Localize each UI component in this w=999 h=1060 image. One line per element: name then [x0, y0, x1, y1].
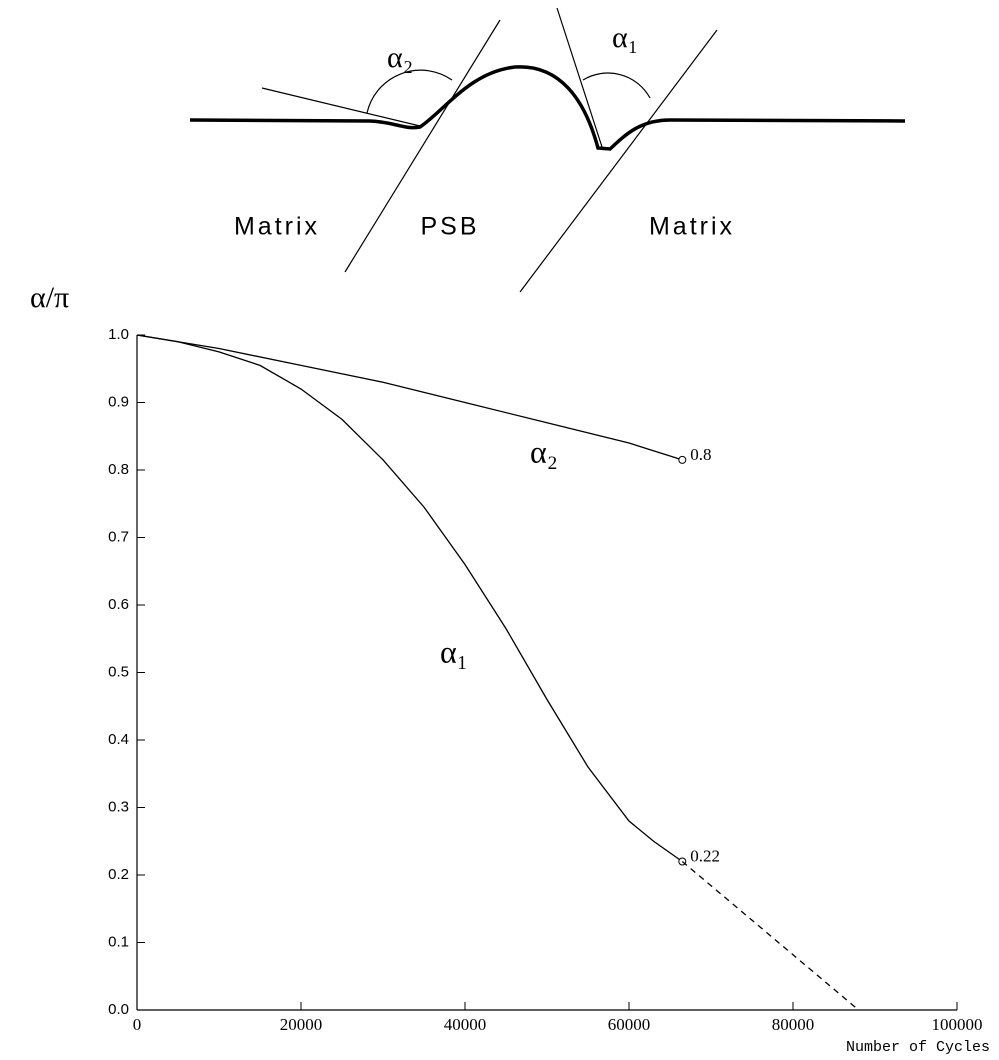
- tangent-line: [556, 7, 604, 151]
- y-tick-label: 1.0: [108, 326, 129, 343]
- y-tick-label: 0.1: [108, 933, 129, 950]
- series-line: [681, 861, 860, 1011]
- x-tick-label: 40000: [444, 1015, 487, 1034]
- series-line: [136, 334, 683, 461]
- x-tick-label: 20000: [280, 1015, 323, 1034]
- tangent-line: [261, 87, 421, 127]
- angle-label: α₁: [612, 21, 638, 54]
- angle-label: α₂: [387, 41, 413, 74]
- x-tick-label: 80000: [772, 1015, 815, 1034]
- x-axis-label: Number of Cycles: [846, 1039, 990, 1056]
- y-tick-label: 0.4: [108, 731, 129, 748]
- value-label: 0.22: [690, 846, 720, 865]
- y-tick-label: 0.6: [108, 596, 129, 613]
- diagram: [189, 7, 906, 293]
- y-axis-label: α/π: [30, 281, 69, 314]
- surface-profile: [189, 65, 906, 151]
- series-label: α₁: [440, 633, 468, 669]
- x-tick-label: 60000: [608, 1015, 651, 1034]
- region-label: PSB: [420, 213, 479, 241]
- value-label: 0.8: [690, 445, 711, 464]
- y-tick-label: 0.7: [108, 528, 129, 545]
- angle-arc: [366, 69, 453, 114]
- x-tick-label: 100000: [932, 1015, 983, 1034]
- y-tick-label: 0.0: [108, 1001, 129, 1018]
- tangent-line: [519, 29, 718, 293]
- data-point: [678, 455, 687, 464]
- series-line: [136, 334, 683, 863]
- x-tick-label: 0: [133, 1015, 142, 1034]
- y-tick-label: 0.2: [108, 866, 129, 883]
- y-tick-label: 0.9: [108, 393, 129, 410]
- y-tick-label: 0.8: [108, 461, 129, 478]
- region-label: Matrix: [649, 213, 735, 241]
- series-label: α₂: [530, 433, 558, 469]
- y-tick-label: 0.5: [108, 663, 129, 680]
- angle-arc: [582, 72, 651, 99]
- tangent-line: [344, 19, 501, 273]
- region-label: Matrix: [234, 213, 320, 241]
- y-tick-label: 0.3: [108, 798, 129, 815]
